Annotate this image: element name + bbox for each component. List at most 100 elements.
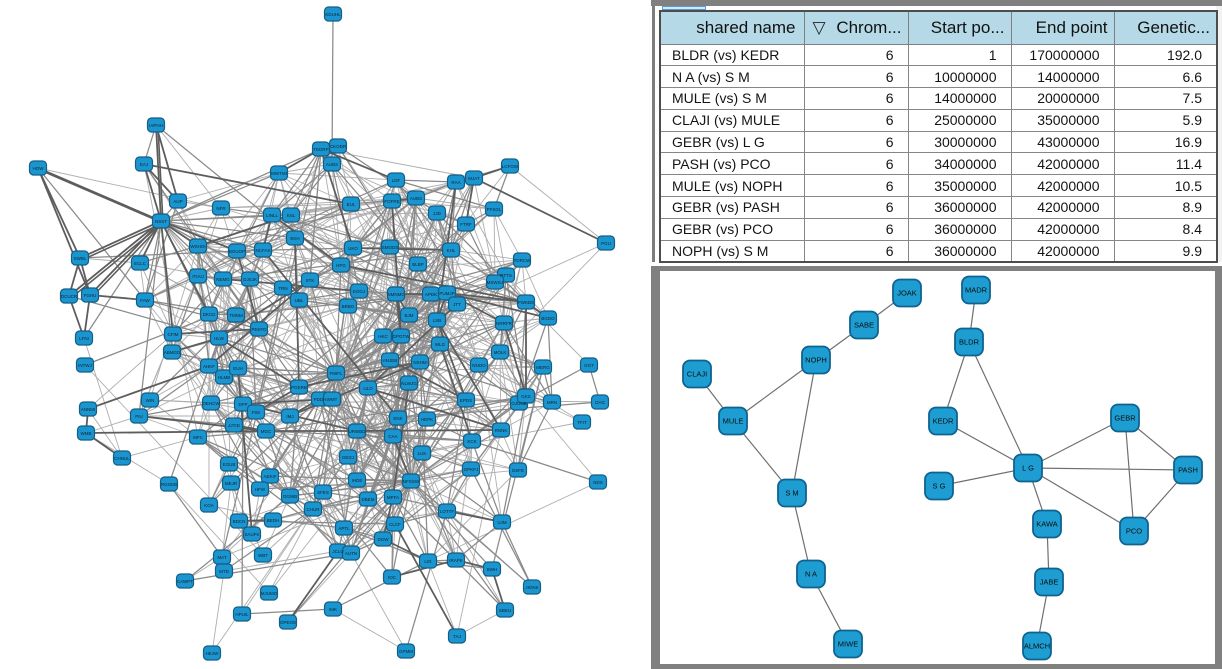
svg-text:KAWA: KAWA <box>1036 520 1058 529</box>
svg-text:LUK: LUK <box>418 451 427 456</box>
svg-text:SABE: SABE <box>854 321 874 330</box>
svg-text:GPMM: GPMM <box>399 649 413 654</box>
svg-text:NCFAS: NCFAS <box>255 248 270 253</box>
svg-text:RTTS: RTTS <box>500 273 512 278</box>
svg-text:BWH: BWH <box>487 567 498 572</box>
svg-text:PFSGL: PFSGL <box>487 207 502 212</box>
svg-text:AUBS: AUBS <box>410 196 422 201</box>
svg-text:EAJ: EAJ <box>140 162 148 167</box>
svg-text:LFNI: LFNI <box>79 336 89 341</box>
svg-text:OJUNB: OJUNB <box>511 401 526 406</box>
svg-text:FGHU: FGHU <box>84 293 97 298</box>
svg-text:RGGKB: RGGKB <box>161 482 177 487</box>
svg-text:CAA: CAA <box>388 434 397 439</box>
svg-text:S M: S M <box>785 489 798 498</box>
svg-text:APDK: APDK <box>425 292 437 297</box>
svg-text:IMK: IMK <box>329 607 337 612</box>
svg-text:KEDR: KEDR <box>933 417 954 426</box>
svg-text:SFES: SFES <box>317 490 329 495</box>
svg-text:OPEOS: OPEOS <box>280 620 296 625</box>
svg-text:SBEU: SBEU <box>499 608 511 613</box>
svg-text:RAA: RAA <box>451 180 460 185</box>
svg-text:LCFGW: LCFGW <box>502 164 519 169</box>
svg-text:HKC: HKC <box>378 334 388 339</box>
svg-text:STK: STK <box>306 278 315 283</box>
svg-text:OJSJK: OJSJK <box>243 277 257 282</box>
svg-text:PUMJP: PUMJP <box>439 291 454 296</box>
svg-text:MWTMI: MWTMI <box>271 171 287 176</box>
svg-text:LIG: LIG <box>424 559 432 564</box>
svg-text:OGWB: OGWB <box>283 494 297 499</box>
svg-text:GKS: GKS <box>521 394 531 399</box>
svg-text:FOFRE: FOFRE <box>384 199 399 204</box>
svg-text:CHNUL: CHNUL <box>114 456 130 461</box>
svg-text:NMNMC: NMNMC <box>387 292 405 297</box>
svg-text:HOW: HOW <box>33 166 45 171</box>
svg-text:MAT: MAT <box>217 555 226 560</box>
svg-text:EOUB: EOUB <box>223 462 236 467</box>
svg-text:FMIFL: FMIFL <box>330 371 343 376</box>
svg-text:IAPHH: IAPHH <box>149 123 163 128</box>
svg-text:EOGJ: EOGJ <box>353 289 365 294</box>
svg-text:BLDR: BLDR <box>959 338 980 347</box>
svg-text:NDS: NDS <box>593 480 603 485</box>
svg-text:KOA: KOA <box>204 503 214 508</box>
svg-text:CLAJI: CLAJI <box>687 370 707 379</box>
svg-text:DKCD: DKCD <box>203 312 217 317</box>
svg-text:CFIM: CFIM <box>168 332 179 337</box>
svg-text:BEDH: BEDH <box>267 518 280 523</box>
svg-text:BLBP: BLBP <box>412 262 424 267</box>
svg-text:KHL: KHL <box>447 248 456 253</box>
svg-text:PGU: PGU <box>601 241 611 246</box>
svg-text:N A: N A <box>805 570 817 579</box>
svg-text:L G: L G <box>1022 464 1034 473</box>
svg-text:ENK: ENK <box>393 416 402 421</box>
svg-text:HEJW: HEJW <box>206 651 220 656</box>
svg-text:JOAK: JOAK <box>897 289 917 298</box>
svg-text:EUL: EUL <box>347 202 356 207</box>
svg-text:IHDE: IHDE <box>352 478 363 483</box>
svg-text:BJM: BJM <box>405 313 414 318</box>
svg-text:HPUIL: HPUIL <box>235 612 249 617</box>
svg-text:IMJ: IMJ <box>286 414 293 419</box>
svg-text:BDCN: BDCN <box>233 519 246 524</box>
svg-text:GPGTW: GPGTW <box>393 334 411 339</box>
svg-text:PGERB: PGERB <box>291 385 307 390</box>
svg-text:ANJEB: ANJEB <box>383 358 398 363</box>
svg-text:NSST: NSST <box>155 219 167 224</box>
svg-text:TDRCW: TDRCW <box>514 258 531 263</box>
svg-text:MGC: MGC <box>261 429 272 434</box>
svg-text:MRN: MRN <box>547 400 557 405</box>
svg-text:TFIT: TFIT <box>577 420 587 425</box>
svg-text:MPFA: MPFA <box>387 495 399 500</box>
svg-text:SMODS: SMODS <box>382 245 399 250</box>
svg-text:NNOO: NNOO <box>472 363 486 368</box>
svg-text:ITIAU: ITIAU <box>192 274 204 279</box>
svg-text:NSHM: NSHM <box>413 360 427 365</box>
svg-text:AUBS: AUBS <box>326 162 338 167</box>
svg-text:KSL: KSL <box>287 213 296 218</box>
svg-text:EPDS: EPDS <box>460 398 472 403</box>
svg-text:S G: S G <box>933 482 946 491</box>
svg-text:NLWJG: NLWJG <box>401 381 417 386</box>
svg-text:OPKFJ: OPKFJ <box>464 467 479 472</box>
svg-text:IRAPK: IRAPK <box>449 558 463 563</box>
svg-text:MSWGJ: MSWGJ <box>487 280 504 285</box>
svg-text:OEHCW: OEHCW <box>202 401 220 406</box>
svg-text:CAWPT: CAWPT <box>177 579 193 584</box>
svg-text:OAG: OAG <box>595 400 606 405</box>
svg-text:TMNM: TMNM <box>229 313 243 318</box>
svg-text:PCO: PCO <box>1126 527 1142 536</box>
svg-text:AEKIF: AEKIF <box>263 474 276 479</box>
svg-text:CLCF: CLCF <box>389 522 401 527</box>
svg-text:UBL: UBL <box>295 298 304 303</box>
svg-text:WMT: WMT <box>327 397 338 402</box>
svg-text:URWBD: URWBD <box>349 429 367 434</box>
svg-text:JJD: JJD <box>433 211 442 216</box>
svg-text:WMB: WMB <box>81 431 92 436</box>
svg-text:EUH: EUH <box>233 366 243 371</box>
svg-text:NOPH: NOPH <box>805 356 827 365</box>
svg-text:KCK: KCK <box>467 439 476 444</box>
svg-text:DBEM: DBEM <box>361 497 374 502</box>
svg-text:ANNMI: ANNMI <box>81 407 96 412</box>
